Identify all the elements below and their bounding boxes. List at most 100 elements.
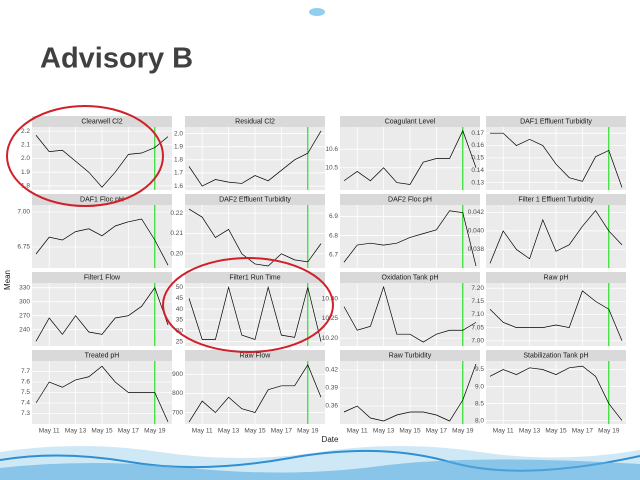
strip [340,350,480,361]
y-tick-label: 240 [19,326,30,333]
strip [185,272,325,283]
y-tick-label: 6.9 [329,213,338,220]
y-tick-label: 2.0 [21,155,30,162]
panel-title: Residual Cl2 [235,118,275,125]
panel-title: Treated pH [85,352,120,359]
y-tick-label: 1.9 [21,169,30,176]
y-tick-label: 1.9 [174,143,183,150]
panel-title: DAF1 Floc pH [80,196,124,203]
x-tick-label: May 11 [347,428,368,435]
x-tick-label: May 17 [572,428,594,435]
y-tick-label: 7.5 [21,389,30,396]
x-tick-label: May 13 [218,428,240,435]
strip [185,116,325,127]
y-tick-label: 0.17 [471,130,484,137]
y-tick-label: 8.0 [475,417,484,424]
y-tick-label: 800 [172,390,183,397]
y-tick-label: 10.5 [325,164,338,171]
x-tick-label: May 13 [373,428,395,435]
y-tick-label: 40 [176,306,184,313]
y-tick-label: 10.30 [322,295,339,302]
y-tick-label: 2.0 [174,130,183,137]
series-line [35,286,169,342]
strip [486,350,626,361]
strip [185,350,325,361]
y-tick-label: 2.2 [21,128,30,135]
slide-title: Advisory B [40,43,193,75]
x-tick-label: May 11 [39,428,60,435]
y-tick-label: 0.13 [471,179,484,186]
strip [486,116,626,127]
faceted-chart: Clearwell Cl2 1.8 1.9 2.0 2.1 2.2 Residual Cl2… [3,116,626,444]
series-line [343,129,477,185]
y-tick-label: 9.5 [475,366,484,373]
series-line [343,285,477,343]
y-tick-label: 7.05 [471,324,484,331]
strip [340,194,480,205]
y-tick-label: 7.7 [21,368,30,375]
y-tick-label: 8.5 [475,400,484,407]
x-tick-label: May 17 [271,428,293,435]
y-tick-label: 0.15 [471,155,484,162]
y-tick-label: 6.75 [17,244,30,251]
y-tick-label: 50 [176,284,184,291]
strip [486,272,626,283]
x-tick-label: May 17 [118,428,140,435]
y-tick-label: 0.040 [468,228,485,235]
x-tick-label: May 15 [399,428,421,435]
series-line [343,363,477,422]
y-tick-label: 0.42 [325,367,338,374]
y-tick-label: 0.038 [468,246,485,253]
y-tick-label: 7.10 [471,311,484,318]
strip [32,116,172,127]
y-tick-label: 35 [176,317,184,324]
y-tick-label: 7.3 [21,410,30,417]
series-line [490,132,623,188]
panel-title: Filter 1 Effluent Turbidity [518,196,594,203]
strip [32,272,172,283]
y-tick-label: 1.6 [174,183,183,190]
y-tick-label: 0.39 [325,385,338,392]
wave [0,459,640,480]
series-line [489,365,623,421]
x-tick-label: May 15 [91,428,113,435]
y-tick-label: 6.8 [329,232,338,239]
y-tick-label: 7.20 [471,285,484,292]
series-line [35,218,169,266]
panel-title: DAF2 Floc pH [388,196,432,203]
x-tick-label: May 19 [452,428,474,435]
wave-decoration [0,446,640,480]
y-tick-label: 270 [19,312,30,319]
x-tick-label: May 19 [297,428,319,435]
strip [32,350,172,361]
y-tick-label: 6.7 [329,251,338,258]
strip [340,272,480,283]
panel-title: Filter1 Flow [84,274,121,281]
series-line [35,135,169,188]
y-tick-label: 1.8 [174,157,183,164]
panel-title: DAF1 Effluent Turbidity [520,118,592,125]
x-axis-title: Date [322,435,339,444]
y-tick-label: 700 [172,409,183,416]
highlight-ellipse [6,105,164,207]
panel-title: Raw Flow [240,352,272,359]
panel-title: DAF2 Effluent Turbidity [219,196,291,203]
y-tick-label: 10.20 [322,335,339,342]
x-tick-label: May 15 [244,428,266,435]
y-axis-title: Mean [3,270,12,290]
y-tick-label: 0.20 [170,250,183,257]
y-tick-label: 1.7 [174,170,183,177]
y-tick-label: 330 [19,284,30,291]
strip [486,194,626,205]
y-tick-label: 0.22 [170,210,183,217]
strip [185,194,325,205]
y-tick-label: 7.00 [471,337,484,344]
strip [340,116,480,127]
x-tick-label: May 11 [493,428,514,435]
x-tick-label: May 19 [144,428,166,435]
panel-title: Raw Turbidity [389,352,432,359]
series-line [343,210,477,267]
y-tick-label: 10.6 [325,146,338,153]
